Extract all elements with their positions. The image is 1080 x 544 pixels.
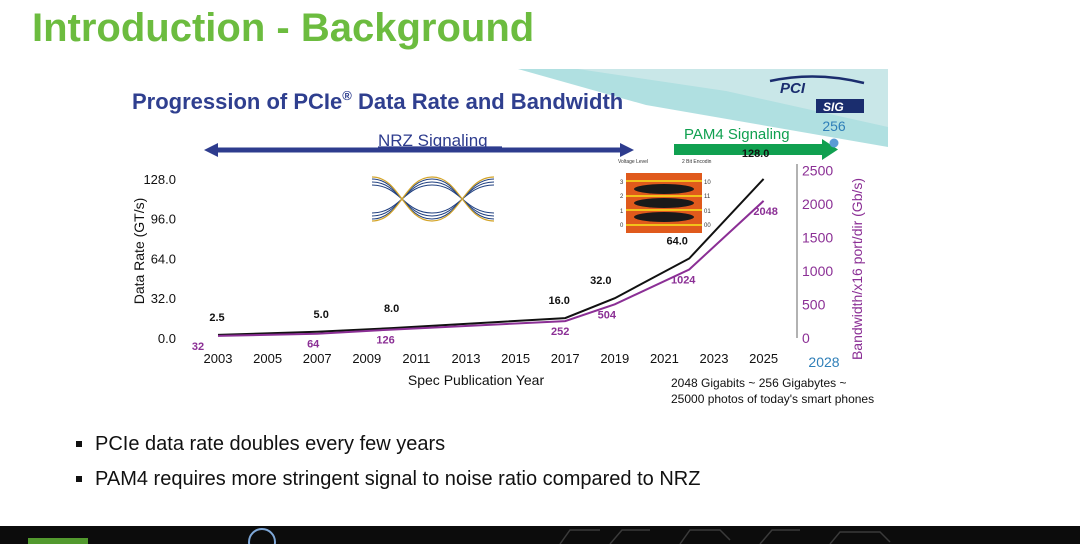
footer-brand-mark (28, 538, 88, 544)
data-rate-value-label: 32.0 (590, 275, 611, 287)
x-tick-label: 2021 (650, 351, 679, 366)
data-rate-value-label: 5.0 (314, 309, 329, 321)
svg-text:PCI: PCI (780, 80, 806, 97)
data-rate-value-label: 8.0 (384, 303, 399, 315)
chart-axes (796, 164, 798, 338)
x-tick-label: 2019 (600, 351, 629, 366)
y-tick-label: 128.0 (143, 172, 176, 187)
y2-axis-label: Bandwidth/x16 port/dir (Gb/s) (849, 178, 865, 360)
x-tick-label: 2003 (204, 351, 233, 366)
pam4-code-label: 10 (704, 180, 711, 186)
data-rate-value-label: 16.0 (548, 295, 569, 307)
chart-series (217, 178, 765, 337)
svg-text:Voltage Level: Voltage Level (618, 159, 648, 165)
banner-light-shape (578, 69, 888, 127)
bullet-item: PAM4 requires more stringent signal to n… (76, 465, 700, 500)
data-rate-value-label: 128.0 (742, 148, 770, 160)
pam4-label: PAM4 Signaling (684, 126, 790, 143)
bullet-marker (76, 441, 82, 447)
data-rate-line (217, 178, 765, 336)
bandwidth-value-label: 252 (551, 326, 569, 338)
x-tick-label: 2015 (501, 351, 530, 366)
extra-point-2028: 256 2028 (808, 118, 845, 370)
bandwidth-value-label: 64 (307, 339, 320, 351)
x-tick-label: 2023 (700, 351, 729, 366)
svg-text:2 Bit Encodin: 2 Bit Encodin (682, 159, 712, 165)
x-axis-ticks: 2003 2005 2007 2009 2011 2013 2015 2017 2019 2021… (204, 351, 779, 366)
y2-tick-label: 1500 (802, 230, 833, 246)
bandwidth-line (217, 200, 765, 337)
pci-sig-logo: PCI SIG (769, 75, 865, 114)
y2-tick-label: 1000 (802, 263, 833, 279)
bullet-item: PCIe data rate doubles every few years (76, 430, 700, 465)
bandwidth-value-label: 1024 (671, 274, 696, 286)
x-tick-label: 2013 (452, 351, 481, 366)
data-rate-value-label: 64.0 (666, 235, 687, 247)
y2-tick-label: 500 (802, 297, 826, 313)
y-tick-label: 32.0 (151, 291, 176, 306)
nrz-label: NRZ Signaling (378, 131, 488, 150)
pam4-code-label: 00 (704, 223, 711, 229)
pcie-progression-figure: Progression of PCIe® Data Rate and Bandw… (126, 69, 888, 409)
y-tick-label: 96.0 (151, 212, 176, 227)
pam4-code-label: 11 (704, 194, 711, 200)
nrz-eye-diagram (368, 161, 502, 231)
figure-canvas: Progression of PCIe® Data Rate and Bandw… (131, 69, 888, 406)
slide-title: Introduction - Background (32, 6, 535, 50)
figure-heading: Progression of PCIe® Data Rate and Bandw… (132, 88, 623, 114)
bandwidth-value-label: 126 (376, 335, 394, 347)
x-tick-label: 2017 (551, 351, 580, 366)
extra-point-year: 2028 (808, 354, 839, 370)
y-tick-label: 0.0 (158, 331, 176, 346)
pam4-level-label: 0 (620, 223, 624, 229)
bullet-list: PCIe data rate doubles every few years P… (76, 430, 700, 500)
x-tick-label: 2005 (253, 351, 282, 366)
x-tick-label: 2025 (749, 351, 778, 366)
pam4-code-label: 01 (704, 209, 711, 215)
y2-tick-label: 2500 (802, 163, 833, 179)
x-axis-label: Spec Publication Year (408, 372, 545, 388)
bandwidth-value-label: 32 (192, 341, 204, 353)
y-axis-label: Data Rate (GT/s) (131, 198, 147, 305)
extra-point-value: 256 (822, 118, 846, 134)
y2-tick-label: 2000 (802, 196, 833, 212)
x-tick-label: 2007 (303, 351, 332, 366)
footer-circuit-pattern (559, 529, 891, 544)
pam4-level-label: 1 (620, 209, 624, 215)
y-axis-ticks: 0.0 32.0 64.0 96.0 128.0 (143, 172, 176, 346)
nrz-signaling-arrow: NRZ Signaling (204, 131, 634, 157)
bandwidth-value-label: 2048 (753, 206, 777, 218)
y2-axis-ticks: 0 500 1000 1500 2000 2500 (802, 163, 833, 346)
x-tick-label: 2011 (402, 351, 430, 366)
pam4-level-label: 2 (620, 194, 624, 200)
footer-bar (0, 526, 1080, 544)
pam4-level-label: 3 (620, 180, 624, 186)
data-rate-value-label: 2.5 (209, 312, 224, 324)
bullet-marker (76, 476, 82, 482)
bandwidth-value-label: 504 (598, 309, 617, 321)
pam4-signaling-arrow: PAM4 Signaling (674, 126, 838, 160)
bandwidth-note-line1: 2048 Gigabits ~ 256 Gigabytes ~ (671, 376, 846, 390)
y2-tick-label: 0 (802, 330, 810, 346)
y-tick-label: 64.0 (151, 251, 176, 266)
svg-text:SIG: SIG (823, 100, 844, 114)
bandwidth-note-line2: 25000 photos of today's smart phones (671, 392, 874, 406)
footer-logo-icon (248, 528, 276, 544)
x-tick-label: 2009 (352, 351, 381, 366)
